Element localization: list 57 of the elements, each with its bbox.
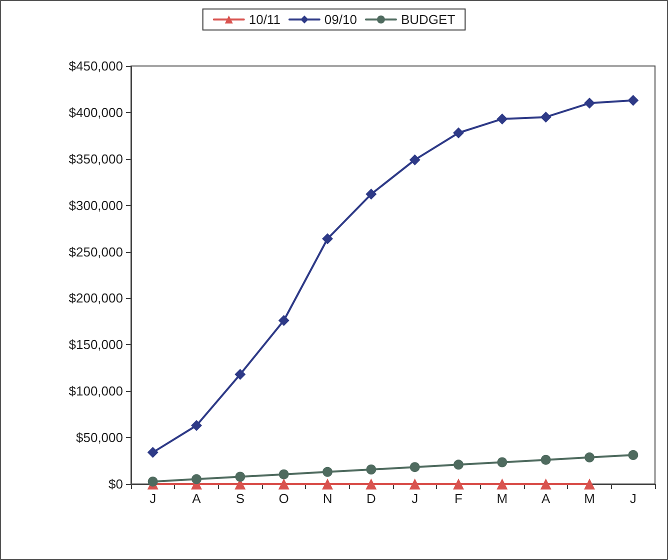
- y-tick-label: $200,000: [68, 290, 123, 306]
- point: [628, 94, 639, 106]
- point: [409, 478, 420, 490]
- point: [496, 478, 508, 490]
- point: [497, 457, 508, 468]
- point: [628, 450, 638, 460]
- y-tick-label: $150,000: [68, 337, 123, 352]
- point: [278, 315, 290, 326]
- point: [322, 233, 333, 244]
- x-tick-label: M: [496, 491, 508, 506]
- point: [191, 420, 202, 431]
- x-tick-label: O: [278, 491, 289, 506]
- y-tick-label: $300,000: [68, 198, 123, 213]
- y-tick-label: $350,000: [68, 151, 123, 166]
- point: [453, 478, 464, 490]
- x-tick-label: D: [366, 491, 376, 506]
- x-tick-label: J: [630, 491, 636, 506]
- point: [147, 446, 158, 458]
- point: [540, 478, 552, 490]
- point: [540, 454, 551, 465]
- point: [584, 452, 594, 462]
- y-tick-label: $0: [108, 476, 123, 492]
- x-tick-label: F: [454, 491, 463, 506]
- point: [366, 188, 377, 200]
- legend-label: 10/11: [248, 12, 280, 27]
- point: [366, 464, 376, 475]
- point: [148, 476, 158, 487]
- x-tick-label: M: [584, 491, 595, 506]
- point: [410, 462, 420, 472]
- point: [454, 460, 464, 470]
- point: [453, 127, 464, 138]
- point: [584, 98, 595, 109]
- point: [234, 368, 246, 380]
- y-tick-label: $450,000: [68, 58, 123, 74]
- legend-label: 09/10: [324, 12, 357, 27]
- point: [278, 478, 290, 490]
- point: [235, 472, 246, 482]
- point: [322, 466, 332, 477]
- y-tick-label: $400,000: [68, 104, 123, 120]
- x-tick-label: A: [192, 491, 202, 506]
- point: [192, 474, 202, 484]
- x-tick-label: S: [236, 491, 245, 506]
- legend-label: BUDGET: [400, 12, 456, 27]
- y-tick-label: $100,000: [68, 384, 123, 399]
- x-tick-label: J: [150, 491, 156, 506]
- point: [584, 478, 595, 490]
- y-tick-label: $250,000: [68, 244, 123, 260]
- y-tick-label: $50,000: [76, 430, 123, 446]
- x-tick-label: A: [541, 491, 550, 506]
- point: [540, 112, 552, 123]
- x-tick-label: N: [322, 491, 332, 506]
- point: [322, 478, 333, 490]
- point: [366, 478, 377, 490]
- point: [278, 469, 289, 480]
- point: [409, 154, 420, 166]
- point: [496, 113, 508, 124]
- x-tick-label: J: [412, 491, 418, 506]
